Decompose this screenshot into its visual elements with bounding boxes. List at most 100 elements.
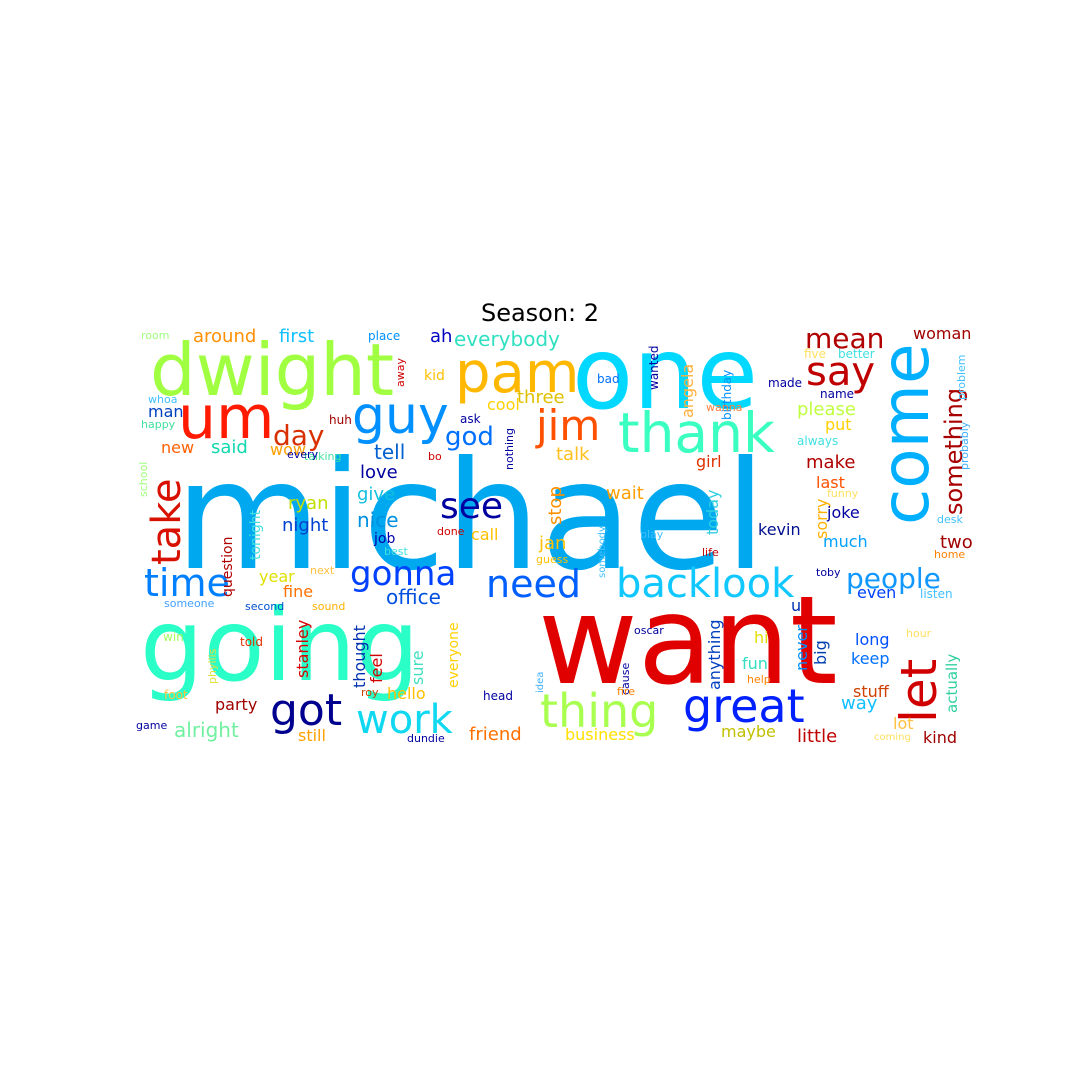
word-three: three bbox=[517, 387, 565, 408]
word-time: time bbox=[144, 561, 230, 605]
word-office: office bbox=[386, 585, 441, 609]
word-one: one bbox=[572, 315, 758, 432]
word-toby: toby bbox=[816, 566, 841, 579]
word-make: make bbox=[806, 452, 855, 473]
word-angela: angela bbox=[678, 364, 697, 418]
word-school: school bbox=[137, 462, 150, 497]
word-around: around bbox=[193, 326, 256, 347]
word-something: something bbox=[940, 388, 968, 515]
word-life: life bbox=[702, 546, 719, 559]
word-told: told bbox=[240, 635, 263, 649]
word-party: party bbox=[215, 695, 257, 714]
word-hour: hour bbox=[906, 627, 932, 640]
word-huh: huh bbox=[329, 413, 352, 427]
word-new: new bbox=[161, 438, 194, 457]
word-everybody: everybody bbox=[454, 327, 560, 351]
word-never: never bbox=[792, 625, 811, 671]
word-fire: fire bbox=[617, 685, 635, 698]
word-um: um bbox=[178, 383, 274, 453]
word-got: got bbox=[270, 685, 342, 736]
word-listen: listen bbox=[920, 587, 953, 601]
word-alright: alright bbox=[174, 718, 239, 742]
word-second: second bbox=[245, 600, 284, 613]
word-play: play bbox=[640, 528, 664, 541]
word-michael: michael bbox=[175, 430, 766, 604]
word-bo: bo bbox=[428, 450, 442, 463]
word-thought: thought bbox=[350, 625, 369, 688]
word-dundie: dundie bbox=[407, 732, 445, 745]
word-bad: bad bbox=[597, 372, 620, 386]
word-jim: jim bbox=[535, 401, 600, 450]
word-mean: mean bbox=[805, 322, 884, 355]
word-phyllis: phyllis bbox=[206, 648, 219, 684]
word-want: want bbox=[538, 570, 838, 712]
word-big: big bbox=[811, 640, 830, 665]
word-anything: anything bbox=[705, 619, 724, 690]
word-cause: cause bbox=[619, 663, 632, 695]
word-ah: ah bbox=[430, 326, 452, 347]
word-fine: fine bbox=[283, 582, 313, 601]
word-tell: tell bbox=[374, 440, 405, 464]
word-god: god bbox=[445, 422, 494, 452]
word-nothing: nothing bbox=[503, 428, 516, 470]
word-wait: wait bbox=[606, 483, 644, 504]
word-desk: desk bbox=[937, 513, 963, 526]
word-need: need bbox=[486, 562, 581, 606]
word-hello: hello bbox=[387, 684, 426, 703]
word-u: u bbox=[791, 596, 801, 615]
word-name: name bbox=[820, 387, 854, 401]
word-best: best bbox=[384, 545, 408, 558]
word-work: work bbox=[356, 697, 454, 743]
word-pam: pam bbox=[455, 341, 579, 406]
word-foot: foot bbox=[164, 688, 188, 702]
word-people: people bbox=[846, 562, 941, 595]
word-maybe: maybe bbox=[721, 722, 776, 741]
word-five: five bbox=[804, 347, 826, 361]
word-whoa: whoa bbox=[148, 393, 177, 406]
word-feel: feel bbox=[367, 653, 386, 683]
word-jan: jan bbox=[538, 533, 566, 554]
word-little: little bbox=[797, 726, 837, 747]
word-business: business bbox=[565, 725, 635, 744]
word-talk: talk bbox=[556, 444, 590, 465]
word-wanted: wanted bbox=[647, 346, 661, 390]
word-last: last bbox=[816, 473, 845, 492]
word-thank: thank bbox=[618, 401, 775, 465]
word-sure: sure bbox=[408, 650, 427, 685]
word-help: help bbox=[747, 673, 771, 686]
word-question: question bbox=[220, 537, 236, 597]
word-game: game bbox=[136, 719, 167, 732]
word-day: day bbox=[273, 419, 325, 452]
word-done: done bbox=[437, 525, 465, 538]
word-somebody: somebody bbox=[597, 526, 608, 578]
word-said: said bbox=[211, 437, 248, 458]
word-thing: thing bbox=[540, 684, 658, 738]
word-first: first bbox=[279, 326, 314, 347]
word-wanna: wanna bbox=[706, 401, 742, 414]
word-win: win bbox=[163, 630, 184, 644]
word-say: say bbox=[806, 349, 875, 395]
word-every: every bbox=[287, 448, 319, 461]
word-ryan: ryan bbox=[288, 493, 329, 514]
word-backlook: backlook bbox=[616, 561, 795, 607]
word-idea: idea bbox=[535, 672, 546, 693]
word-guy: guy bbox=[352, 386, 449, 446]
word-home: home bbox=[934, 548, 965, 561]
word-going: going bbox=[140, 587, 419, 704]
word-gonna: gonna bbox=[350, 554, 456, 594]
word-guess: guess bbox=[536, 553, 568, 566]
word-see: see bbox=[440, 486, 503, 527]
word-still: still bbox=[298, 726, 326, 745]
word-year: year bbox=[259, 567, 295, 586]
word-joke: joke bbox=[826, 503, 860, 522]
word-please: please bbox=[797, 399, 856, 420]
word-always: always bbox=[797, 434, 838, 448]
word-come: come bbox=[867, 343, 944, 525]
word-girl: girl bbox=[696, 452, 722, 471]
word-call: call bbox=[471, 525, 499, 544]
word-birthday: birthday bbox=[720, 370, 734, 420]
word-two: two bbox=[940, 532, 973, 553]
word-wow: wow bbox=[270, 440, 306, 459]
word-sound: sound bbox=[312, 600, 345, 613]
word-kid: kid bbox=[424, 368, 445, 384]
